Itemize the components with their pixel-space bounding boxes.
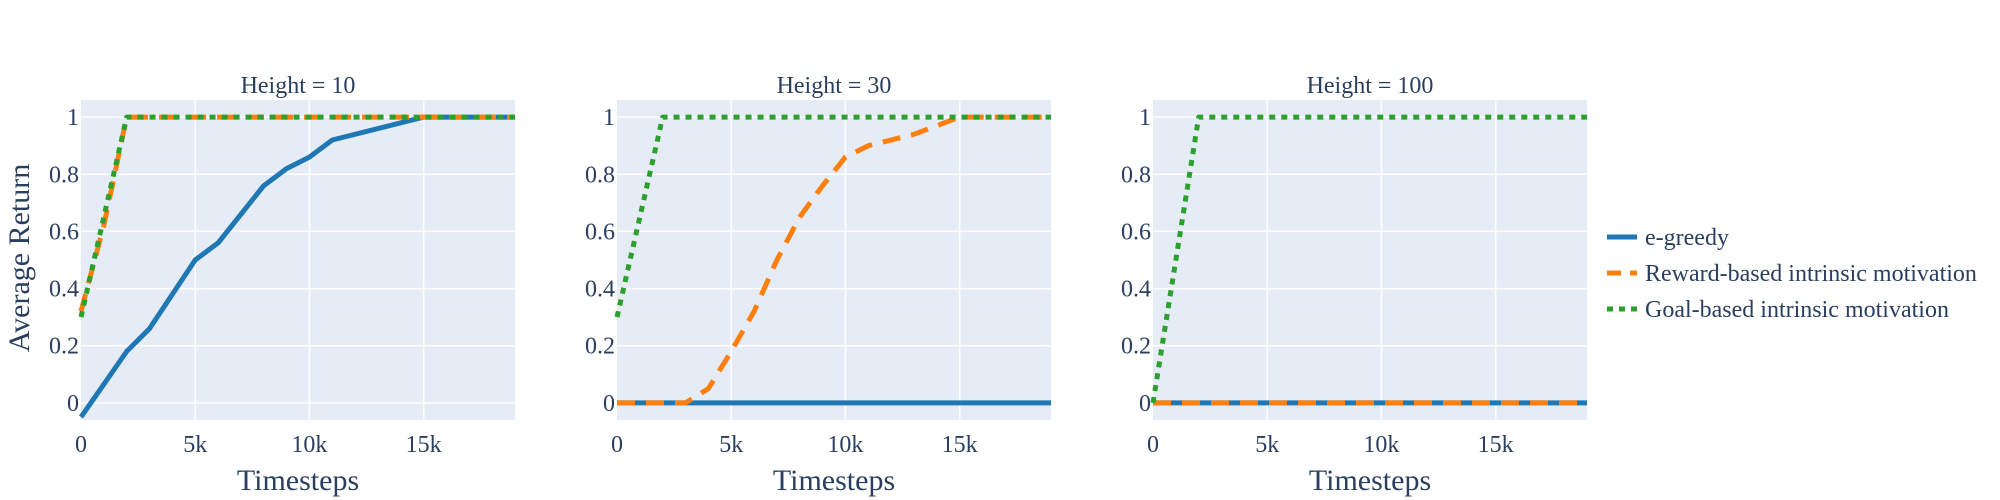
panel-3: 0 0.2 0.4 0.6 0.8 1 0 5k 10k 15k Height = 100 Times…: [1121, 73, 1587, 497]
legend-label: e-greedy: [1645, 225, 1729, 251]
y-tick-label: 0: [67, 391, 79, 417]
y-tick-label: 0.2: [49, 334, 79, 360]
x-tick-label: 5k: [183, 432, 207, 458]
panel-title: Height = 10: [241, 73, 356, 99]
x-tick-label: 15k: [406, 432, 442, 458]
legend: e-greedy Reward-based intrinsic motivatio…: [1607, 225, 1977, 323]
x-tick-label: 15k: [1478, 432, 1514, 458]
series-line-goal-based-intrinsic-motivation: [78, 114, 515, 318]
x-axis-title: Timesteps: [237, 464, 359, 497]
y-axis-title: Average Return: [3, 164, 36, 353]
panel-title: Height = 100: [1307, 73, 1434, 99]
y-tick-label: 0.6: [1121, 219, 1151, 245]
y-tick-label: 0.4: [49, 277, 79, 303]
x-tick-label: 10k: [1363, 432, 1399, 458]
y-tick-label: 0.4: [1121, 277, 1151, 303]
legend-item: e-greedy: [1607, 225, 1729, 251]
y-tick-label: 0.8: [49, 162, 79, 188]
series-line-goal-based-intrinsic-motivation: [614, 114, 1051, 318]
x-tick-label: 0: [1147, 432, 1159, 458]
legend-item: Reward-based intrinsic motivation: [1607, 261, 1977, 287]
x-tick-label: 15k: [942, 432, 978, 458]
x-tick-label: 0: [75, 432, 87, 458]
y-tick-label: 0.4: [585, 277, 615, 303]
y-tick-label: 0.2: [585, 334, 615, 360]
x-tick-label: 10k: [291, 432, 327, 458]
y-tick-label: 0.2: [1121, 334, 1151, 360]
y-tick-label: 0.8: [585, 162, 615, 188]
y-tick-label: 0: [1139, 391, 1151, 417]
legend-label: Reward-based intrinsic motivation: [1645, 261, 1977, 287]
x-axis-title: Timesteps: [1309, 464, 1431, 497]
y-tick-label: 0.8: [1121, 162, 1151, 188]
x-tick-label: 0: [611, 432, 623, 458]
series-line-e-greedy: [78, 114, 515, 419]
panel-2: 0 0.2 0.4 0.6 0.8 1 0 5k 10k 15k Height = 30 Timest…: [585, 73, 1051, 497]
y-tick-label: 1: [67, 105, 79, 131]
y-tick-label: 1: [603, 105, 615, 131]
panel-title: Height = 30: [777, 73, 892, 99]
x-tick-label: 10k: [827, 432, 863, 458]
legend-label: Goal-based intrinsic motivation: [1645, 297, 1949, 323]
plot-background: [617, 100, 1051, 420]
plot-background: [1153, 100, 1587, 420]
plot-background: [81, 100, 515, 420]
x-axis-title: Timesteps: [773, 464, 895, 497]
y-tick-label: 0: [603, 391, 615, 417]
legend-item: Goal-based intrinsic motivation: [1607, 297, 1949, 323]
y-tick-label: 0.6: [49, 219, 79, 245]
y-tick-label: 0.6: [585, 219, 615, 245]
x-tick-label: 5k: [1255, 432, 1279, 458]
panel-1: 0 0.2 0.4 0.6 0.8 1 0 5k 10k 15k Height = 10 Timest…: [49, 73, 515, 497]
y-tick-label: 1: [1139, 105, 1151, 131]
x-tick-label: 5k: [719, 432, 743, 458]
series-line-reward-based-intrinsic-motivation: [617, 114, 1051, 406]
series-line-goal-based-intrinsic-motivation: [1150, 114, 1587, 404]
